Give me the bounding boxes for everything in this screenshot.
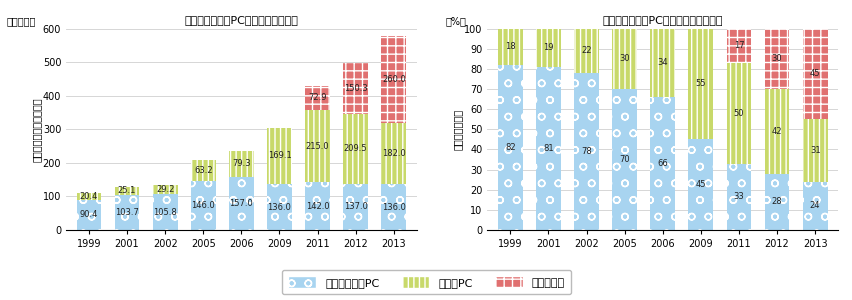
- Text: 150.3: 150.3: [343, 84, 367, 93]
- Bar: [114, 187, 139, 195]
- Bar: [802, 119, 826, 182]
- Bar: [381, 123, 406, 184]
- Bar: [763, 28, 788, 89]
- Text: 55: 55: [694, 80, 705, 88]
- Text: 50: 50: [733, 109, 743, 118]
- Bar: [498, 65, 522, 230]
- Text: 29.2: 29.2: [156, 185, 174, 194]
- Title: 【世界におけるPCの生産シェア推移】: 【世界におけるPCの生産シェア推移】: [602, 15, 722, 25]
- Text: 45: 45: [694, 180, 705, 189]
- Bar: [114, 195, 139, 230]
- Text: 22: 22: [580, 46, 591, 55]
- Text: 30: 30: [619, 54, 629, 63]
- Text: 157.0: 157.0: [229, 199, 253, 208]
- Text: 103.7: 103.7: [115, 208, 139, 217]
- Text: 79.3: 79.3: [232, 160, 250, 169]
- Text: 137.0: 137.0: [343, 202, 367, 211]
- Text: 70: 70: [619, 155, 629, 164]
- Text: 209.5: 209.5: [343, 144, 367, 153]
- Bar: [153, 194, 177, 230]
- Text: 105.8: 105.8: [153, 208, 177, 217]
- Bar: [649, 97, 674, 230]
- Bar: [612, 28, 636, 89]
- Bar: [535, 28, 560, 67]
- Bar: [191, 181, 216, 230]
- Text: 90.4: 90.4: [80, 210, 98, 219]
- Text: 28: 28: [771, 197, 781, 206]
- Bar: [305, 86, 330, 110]
- Text: 24: 24: [809, 201, 820, 210]
- Text: 63.2: 63.2: [193, 166, 212, 175]
- Bar: [612, 89, 636, 230]
- Y-axis label: 世界生産シェア: 世界生産シェア: [452, 109, 463, 150]
- Bar: [763, 89, 788, 174]
- Bar: [228, 177, 253, 230]
- Bar: [153, 185, 177, 194]
- Bar: [343, 63, 367, 114]
- Bar: [802, 28, 826, 119]
- Text: 78: 78: [580, 147, 591, 156]
- Text: 30: 30: [771, 54, 781, 63]
- Bar: [573, 73, 598, 230]
- Text: 182.0: 182.0: [382, 149, 406, 158]
- Bar: [191, 160, 216, 181]
- Bar: [688, 139, 712, 230]
- Bar: [228, 151, 253, 177]
- Text: 215.0: 215.0: [305, 142, 329, 151]
- Bar: [649, 28, 674, 97]
- Bar: [305, 182, 330, 230]
- Text: （%）: （%）: [445, 16, 466, 26]
- Bar: [763, 174, 788, 230]
- Text: 66: 66: [657, 159, 667, 168]
- Text: 81: 81: [543, 144, 553, 153]
- Bar: [726, 164, 751, 230]
- Bar: [726, 63, 751, 164]
- Bar: [267, 128, 291, 184]
- Bar: [305, 110, 330, 182]
- Bar: [343, 184, 367, 230]
- Title: 【世界におけるPCの生産台数推移】: 【世界におけるPCの生産台数推移】: [184, 15, 298, 25]
- Text: 34: 34: [657, 58, 667, 67]
- Bar: [77, 193, 101, 200]
- Bar: [267, 184, 291, 230]
- Bar: [498, 28, 522, 65]
- Text: 20.4: 20.4: [80, 192, 98, 201]
- Bar: [726, 28, 751, 63]
- Bar: [802, 182, 826, 230]
- Bar: [573, 28, 598, 73]
- Text: 18: 18: [504, 42, 515, 51]
- Text: 33: 33: [733, 192, 744, 201]
- Bar: [343, 114, 367, 184]
- Text: 136.0: 136.0: [382, 202, 406, 211]
- Bar: [381, 184, 406, 230]
- Text: 31: 31: [809, 146, 820, 155]
- Bar: [77, 200, 101, 230]
- Text: 45: 45: [809, 69, 820, 78]
- Text: 42: 42: [771, 127, 781, 136]
- Text: 142.0: 142.0: [305, 202, 329, 211]
- Text: 146.0: 146.0: [191, 201, 215, 210]
- Text: （百万台）: （百万台）: [7, 16, 36, 26]
- Text: 169.1: 169.1: [268, 152, 291, 160]
- Text: 82: 82: [504, 143, 515, 152]
- Legend: デスクトップPC, ノートPC, タブレット: デスクトップPC, ノートPC, タブレット: [281, 270, 571, 294]
- Y-axis label: 世界生産台数（百万台）: 世界生産台数（百万台）: [32, 97, 41, 162]
- Text: 25.1: 25.1: [118, 186, 136, 195]
- Text: 72.9: 72.9: [308, 93, 326, 102]
- Text: 260.0: 260.0: [382, 75, 406, 84]
- Text: 136.0: 136.0: [268, 202, 291, 211]
- Bar: [535, 67, 560, 230]
- Text: 19: 19: [543, 43, 553, 52]
- Text: 17: 17: [733, 41, 743, 50]
- Bar: [688, 28, 712, 139]
- Bar: [381, 36, 406, 123]
